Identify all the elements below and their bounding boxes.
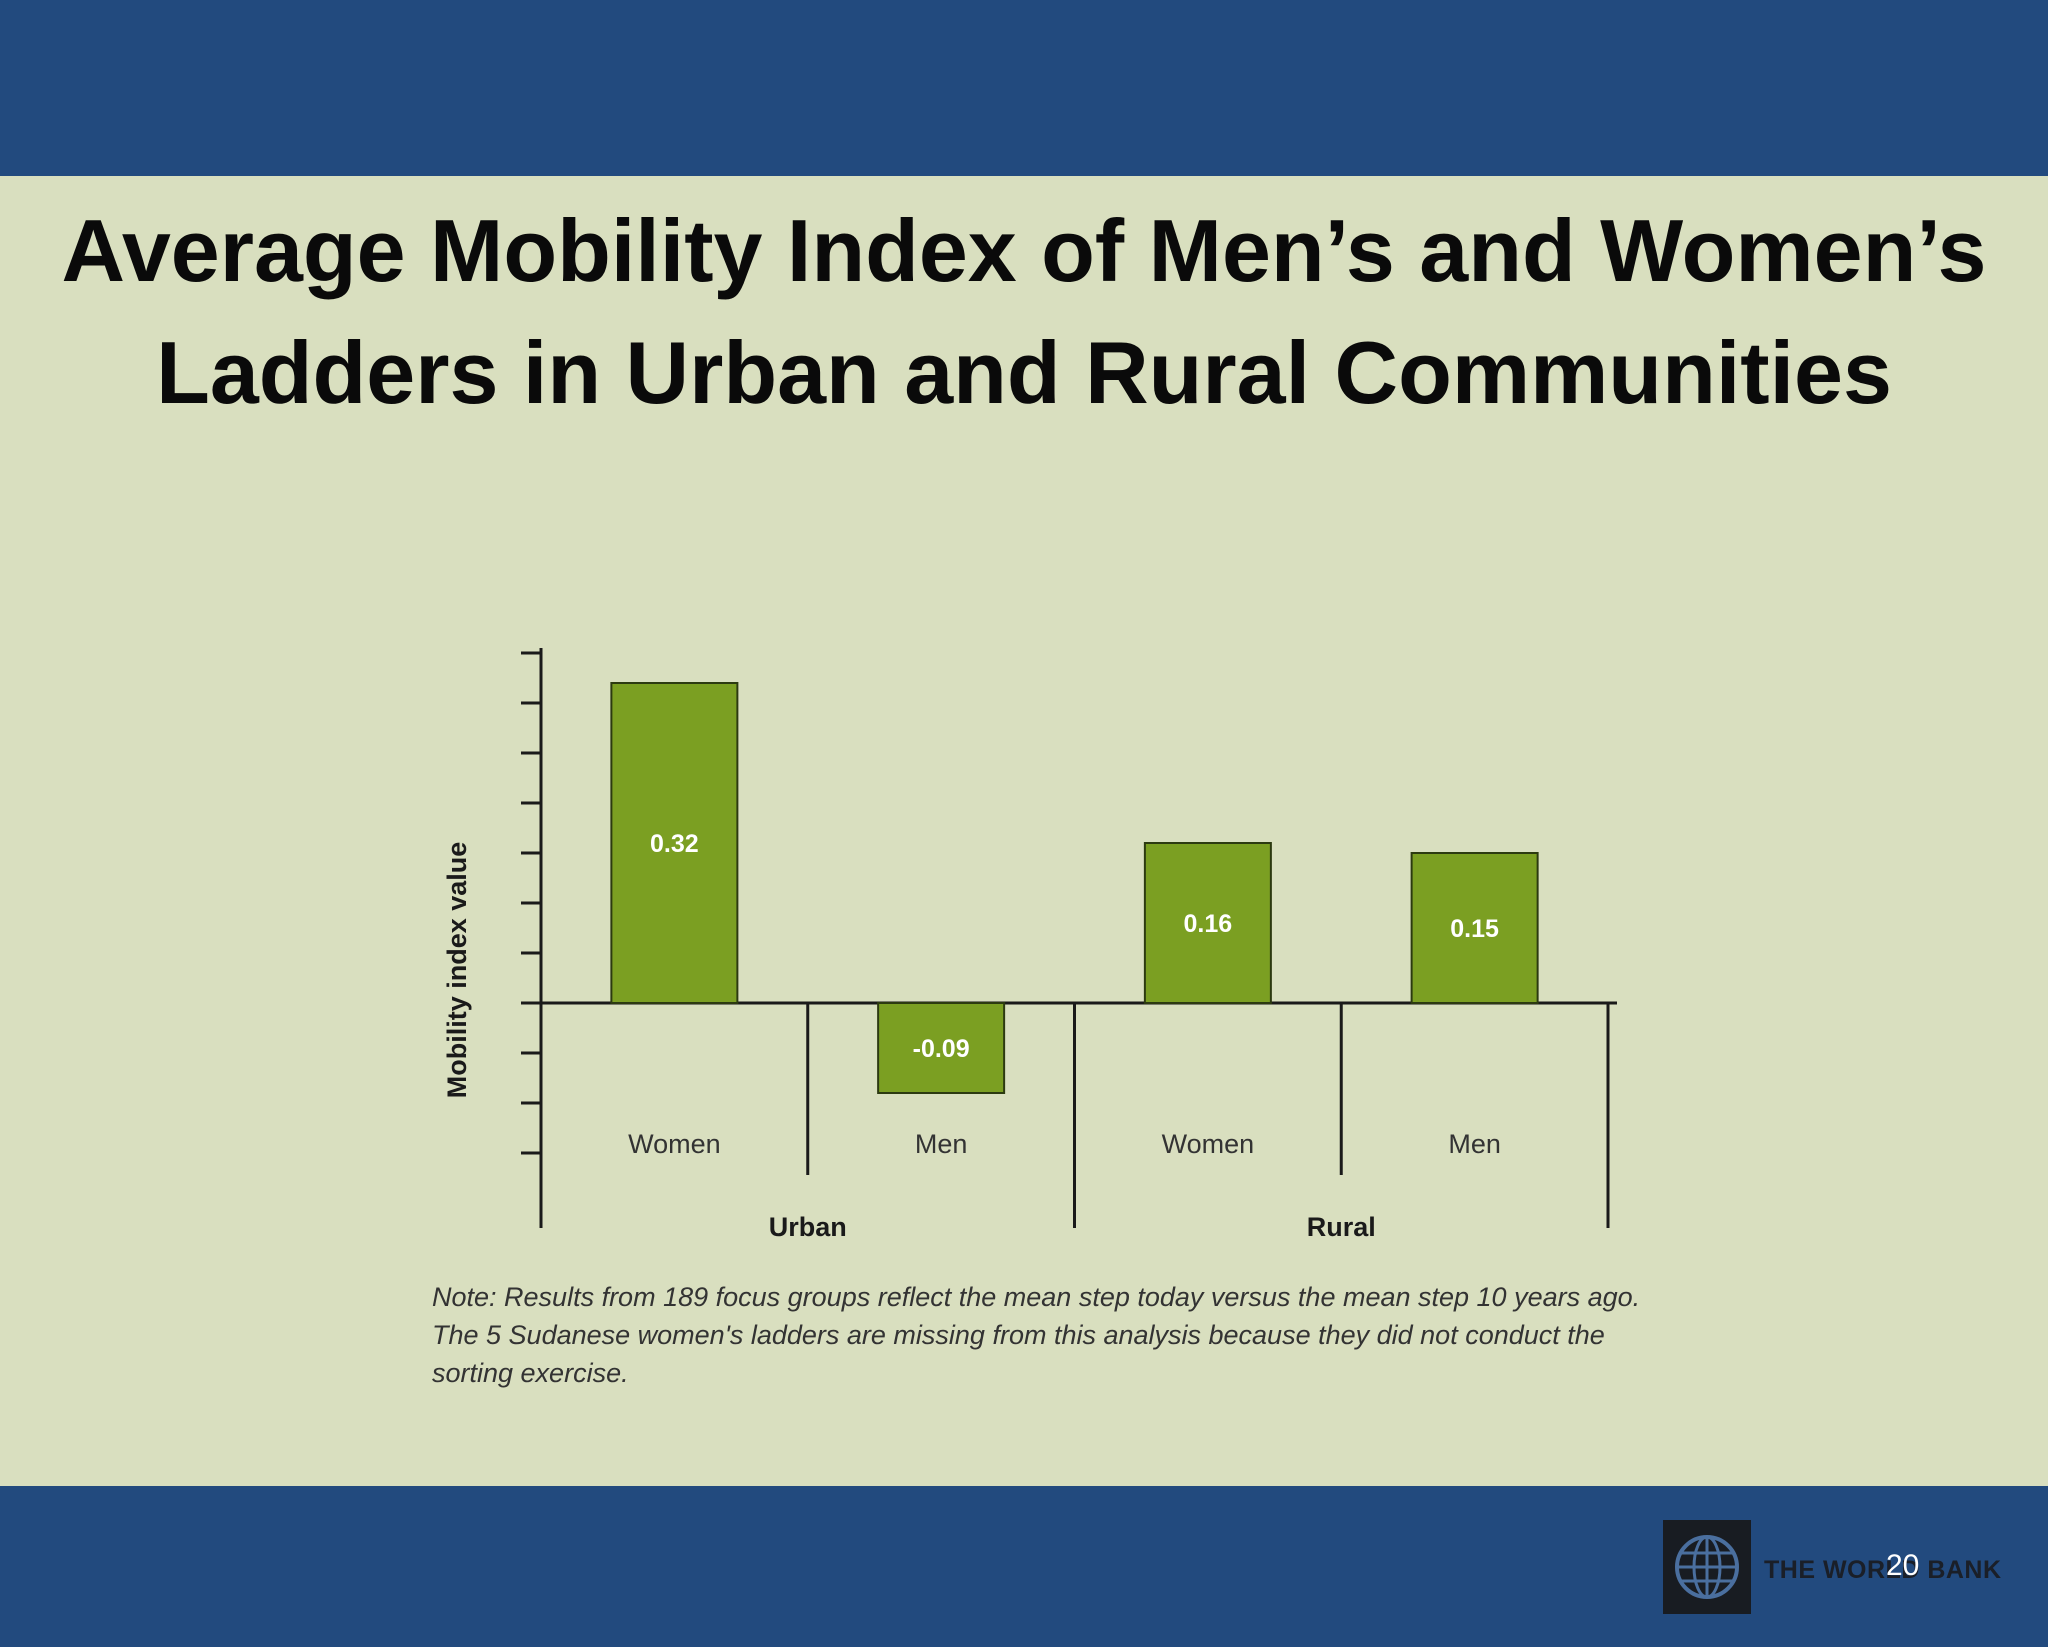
category-label: Women (628, 1129, 721, 1159)
group-label: Urban (769, 1212, 847, 1242)
group-label: Rural (1307, 1212, 1376, 1242)
note-line: Note: Results from 189 focus groups refl… (432, 1282, 1641, 1312)
page-number: 20 (1886, 1549, 1920, 1582)
title-line-2: Ladders in Urban and Rural Communities (156, 323, 1892, 422)
bar (610, 682, 739, 1004)
bar-value-label: 0.16 (1184, 910, 1233, 938)
slide-title: Average Mobility Index of Men’s and Wome… (0, 190, 2048, 434)
world-bank-logo (1663, 1520, 1751, 1614)
y-axis-label: Mobility index value (442, 842, 472, 1099)
header-band (0, 0, 2048, 176)
bar-value-label: 0.32 (650, 830, 699, 858)
bar-value-label: 0.15 (1450, 915, 1499, 943)
note-line: The 5 Sudanese women's ladders are missi… (432, 1320, 1605, 1350)
bar (1143, 842, 1272, 1004)
category-label: Women (1162, 1129, 1255, 1159)
bar (1410, 852, 1539, 1004)
brand-name: THE WORLD BANK (1764, 1556, 2002, 1584)
category-label: Men (1448, 1129, 1501, 1159)
note-line: sorting exercise. (432, 1358, 629, 1388)
category-label: Men (915, 1129, 968, 1159)
title-line-1: Average Mobility Index of Men’s and Wome… (61, 201, 1987, 300)
chart-note: Note: Results from 189 focus groups refl… (432, 1278, 1652, 1392)
bar (877, 1002, 1006, 1094)
globe-icon (1675, 1535, 1739, 1599)
bar-value-label: -0.09 (913, 1035, 970, 1063)
